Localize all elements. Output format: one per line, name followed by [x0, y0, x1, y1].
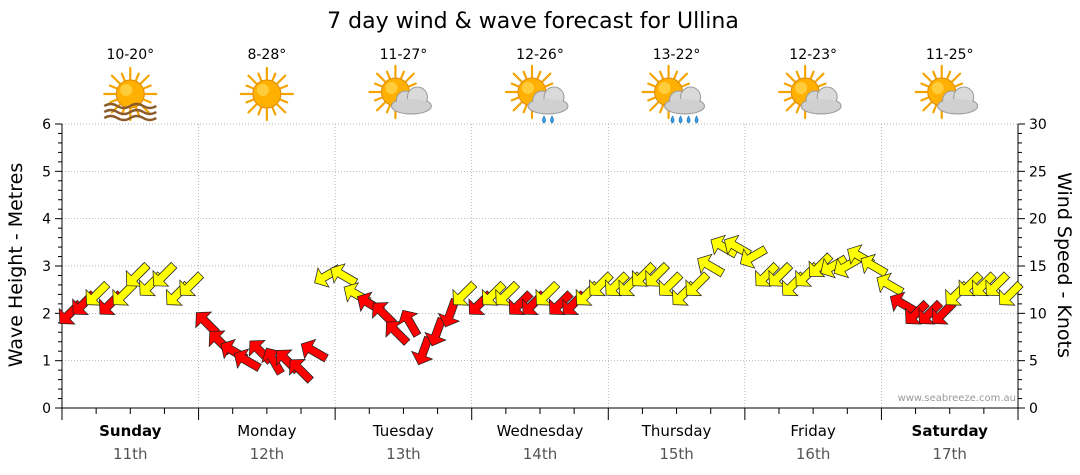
wind-arrow [289, 358, 314, 384]
y2-tick-label: 20 [1029, 212, 1047, 228]
wind-arrow [739, 245, 768, 269]
y-tick-label: 6 [42, 117, 51, 133]
wind-arrow [860, 253, 889, 278]
day-labels: Sunday 11th Monday 12th Tuesday 13th Wednesday… [99, 422, 988, 463]
day-temperature: 11-25° [926, 47, 974, 63]
sun-cloud-icon [778, 64, 842, 120]
credit-text: www.seabreeze.com.au [898, 393, 1016, 404]
chart-title: 7 day wind & wave forecast for Ullina [327, 9, 739, 34]
y2-tick-label: 30 [1029, 117, 1047, 133]
day-date: 15th [659, 445, 693, 463]
wind-arrow [820, 254, 849, 279]
day-name: Friday [790, 422, 836, 440]
day-name: Thursday [641, 422, 712, 440]
sun-cloud-icon [368, 64, 432, 120]
y2-tick-label: 25 [1029, 164, 1047, 180]
grid-lines [62, 123, 1018, 408]
day-date: 14th [523, 445, 557, 463]
day-name: Monday [237, 422, 296, 440]
y2-axis-title: Wind Speed - Knots [1053, 172, 1075, 358]
day-temperature: 11-27° [380, 47, 428, 63]
day-temperature: 12-23° [789, 47, 837, 63]
day-date: 13th [386, 445, 420, 463]
wind-arrow [300, 338, 329, 363]
day-temperature: 10-20° [106, 47, 154, 63]
day-date: 17th [932, 445, 966, 463]
sun-cloud-rain-icon [641, 64, 706, 124]
day-temperature: 8-28° [247, 47, 286, 63]
wind-arrow [685, 271, 711, 297]
y2-tick-label: 15 [1029, 259, 1047, 275]
y2-tick-label: 5 [1029, 354, 1038, 370]
y-tick-label: 4 [42, 212, 51, 228]
sun-cloud-shower-icon [504, 64, 569, 124]
day-name: Sunday [99, 422, 162, 440]
day-temperature: 12-26° [516, 47, 564, 63]
wind-arrow [697, 253, 726, 278]
day-date: 11th [113, 445, 147, 463]
wind-arrow [998, 280, 1024, 306]
y-axis-title: Wave Height - Metres [5, 163, 27, 367]
temperature-row: 10-20° 8-28° 11-27° 12-26° 13-22° 12-23° 11-25… [106, 47, 973, 63]
sun-cloud-icon [914, 64, 979, 120]
wind-arrow [710, 234, 739, 259]
wind-arrow [589, 271, 614, 297]
day-temperature: 13-22° [653, 47, 701, 63]
wind-arrow [179, 271, 205, 297]
wind-arrow [233, 348, 262, 372]
y-tick-label: 2 [42, 306, 51, 322]
y-tick-label: 5 [42, 164, 51, 180]
weather-icon-row [103, 64, 979, 124]
day-name: Tuesday [372, 422, 434, 440]
wind-arrow [152, 261, 178, 287]
day-date: 12th [250, 445, 284, 463]
axes: 0 1 2 3 4 5 6 0 5 10 15 20 25 30 [42, 117, 1047, 420]
wind-arrow [330, 263, 359, 287]
wind-arrow [876, 272, 905, 297]
wind-arrows [58, 234, 1024, 384]
y-tick-label: 0 [42, 401, 51, 417]
y-tick-label: 1 [42, 354, 51, 370]
y2-tick-label: 0 [1029, 401, 1038, 417]
y-tick-label: 3 [42, 259, 51, 275]
day-name: Wednesday [497, 422, 584, 440]
day-name: Saturday [912, 422, 989, 440]
wind-arrow [808, 252, 834, 278]
y2-tick-label: 10 [1029, 306, 1047, 322]
sun-icon [239, 66, 294, 122]
wind-arrow [397, 309, 422, 338]
day-date: 16th [796, 445, 830, 463]
wind-arrow [452, 280, 478, 306]
sun-haze-icon [103, 66, 158, 122]
